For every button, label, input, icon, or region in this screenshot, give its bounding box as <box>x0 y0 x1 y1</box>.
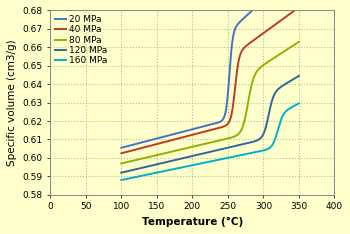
40 MPa <box>130 149 134 152</box>
40 MPa <box>119 152 124 155</box>
Legend: 20 MPa, 40 MPa, 80 MPa, 120 MPa, 160 MPa: 20 MPa, 40 MPa, 80 MPa, 120 MPa, 160 MPa <box>53 13 110 67</box>
120 MPa <box>232 145 237 148</box>
160 MPa <box>272 140 276 143</box>
Line: 160 MPa: 160 MPa <box>121 103 299 180</box>
20 MPa <box>232 29 237 32</box>
40 MPa <box>272 24 276 27</box>
Line: 20 MPa: 20 MPa <box>121 0 299 148</box>
80 MPa <box>227 137 231 140</box>
80 MPa <box>130 160 134 162</box>
Line: 80 MPa: 80 MPa <box>121 42 299 163</box>
120 MPa <box>254 139 258 142</box>
Y-axis label: Specific volume (cm3/g): Specific volume (cm3/g) <box>7 39 17 166</box>
160 MPa <box>222 157 226 160</box>
X-axis label: Temperature (°C): Temperature (°C) <box>142 217 243 227</box>
80 MPa <box>272 56 276 59</box>
160 MPa <box>232 155 237 158</box>
20 MPa <box>130 143 134 146</box>
20 MPa <box>119 146 124 149</box>
120 MPa <box>297 74 301 77</box>
160 MPa <box>254 151 258 154</box>
120 MPa <box>222 147 226 150</box>
Line: 120 MPa: 120 MPa <box>121 76 299 173</box>
40 MPa <box>297 6 301 9</box>
20 MPa <box>254 6 258 8</box>
80 MPa <box>297 40 301 43</box>
40 MPa <box>227 121 231 123</box>
120 MPa <box>272 93 276 96</box>
40 MPa <box>222 125 226 128</box>
80 MPa <box>119 162 124 165</box>
160 MPa <box>130 176 134 179</box>
40 MPa <box>254 37 258 40</box>
160 MPa <box>297 102 301 105</box>
80 MPa <box>232 135 237 138</box>
120 MPa <box>119 171 124 174</box>
160 MPa <box>227 156 231 159</box>
160 MPa <box>119 179 124 181</box>
20 MPa <box>227 77 231 79</box>
80 MPa <box>254 71 258 74</box>
Line: 40 MPa: 40 MPa <box>121 7 299 153</box>
120 MPa <box>130 169 134 172</box>
120 MPa <box>227 146 231 149</box>
80 MPa <box>222 138 226 141</box>
40 MPa <box>232 92 237 95</box>
20 MPa <box>222 115 226 117</box>
